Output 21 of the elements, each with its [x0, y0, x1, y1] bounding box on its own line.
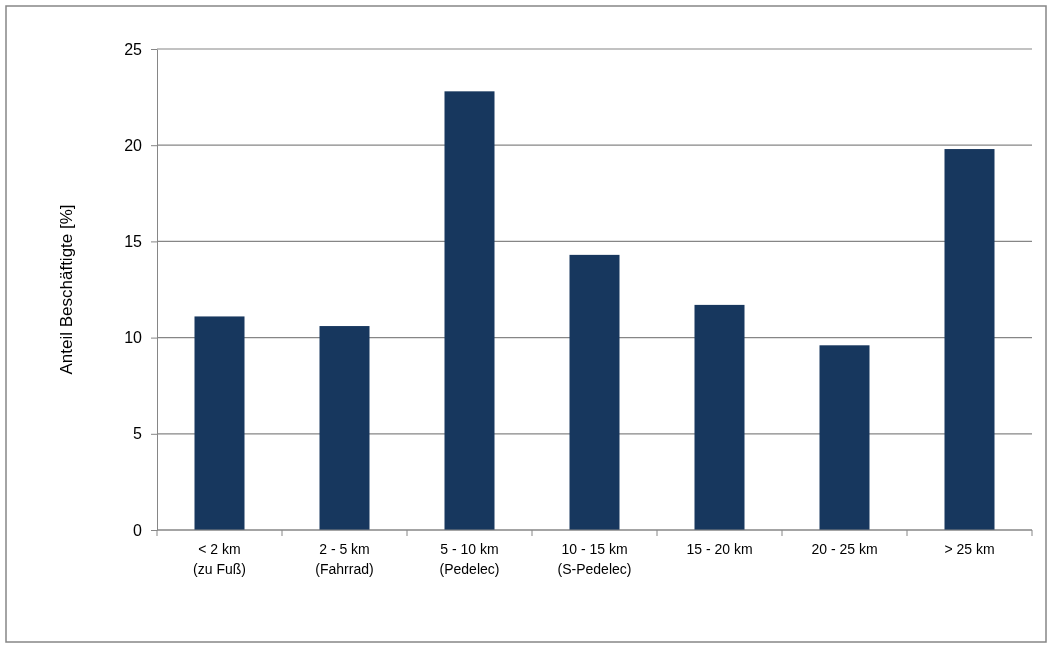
x-tick-label: > 25 km: [944, 541, 995, 557]
x-tick-label: 15 - 20 km: [686, 541, 753, 557]
y-axis-title: Anteil Beschäftigte [%]: [57, 204, 76, 375]
y-tick-label: 0: [133, 521, 143, 539]
x-tick-label: 5 - 10 km (Pedelec): [439, 541, 500, 577]
bar: [944, 149, 995, 530]
x-tick-label: 2 - 5 km (Fahrrad): [315, 541, 374, 577]
y-tick-label: 5: [133, 425, 143, 443]
bar: [444, 91, 495, 530]
x-tick-label: 20 - 25 km: [811, 541, 878, 557]
x-tick-label: 10 - 15 km (S-Pedelec): [557, 541, 632, 577]
bar: [569, 254, 620, 530]
bar: [319, 326, 370, 530]
y-tick-label: 10: [124, 329, 143, 347]
bar: [694, 304, 745, 530]
bar: [194, 316, 245, 530]
y-tick-label: 25: [124, 40, 143, 58]
y-tick-label: 20: [124, 136, 143, 154]
x-tick-label: < 2 km (zu Fuß): [193, 541, 246, 577]
bar: [819, 345, 870, 530]
y-tick-label: 15: [124, 233, 143, 251]
